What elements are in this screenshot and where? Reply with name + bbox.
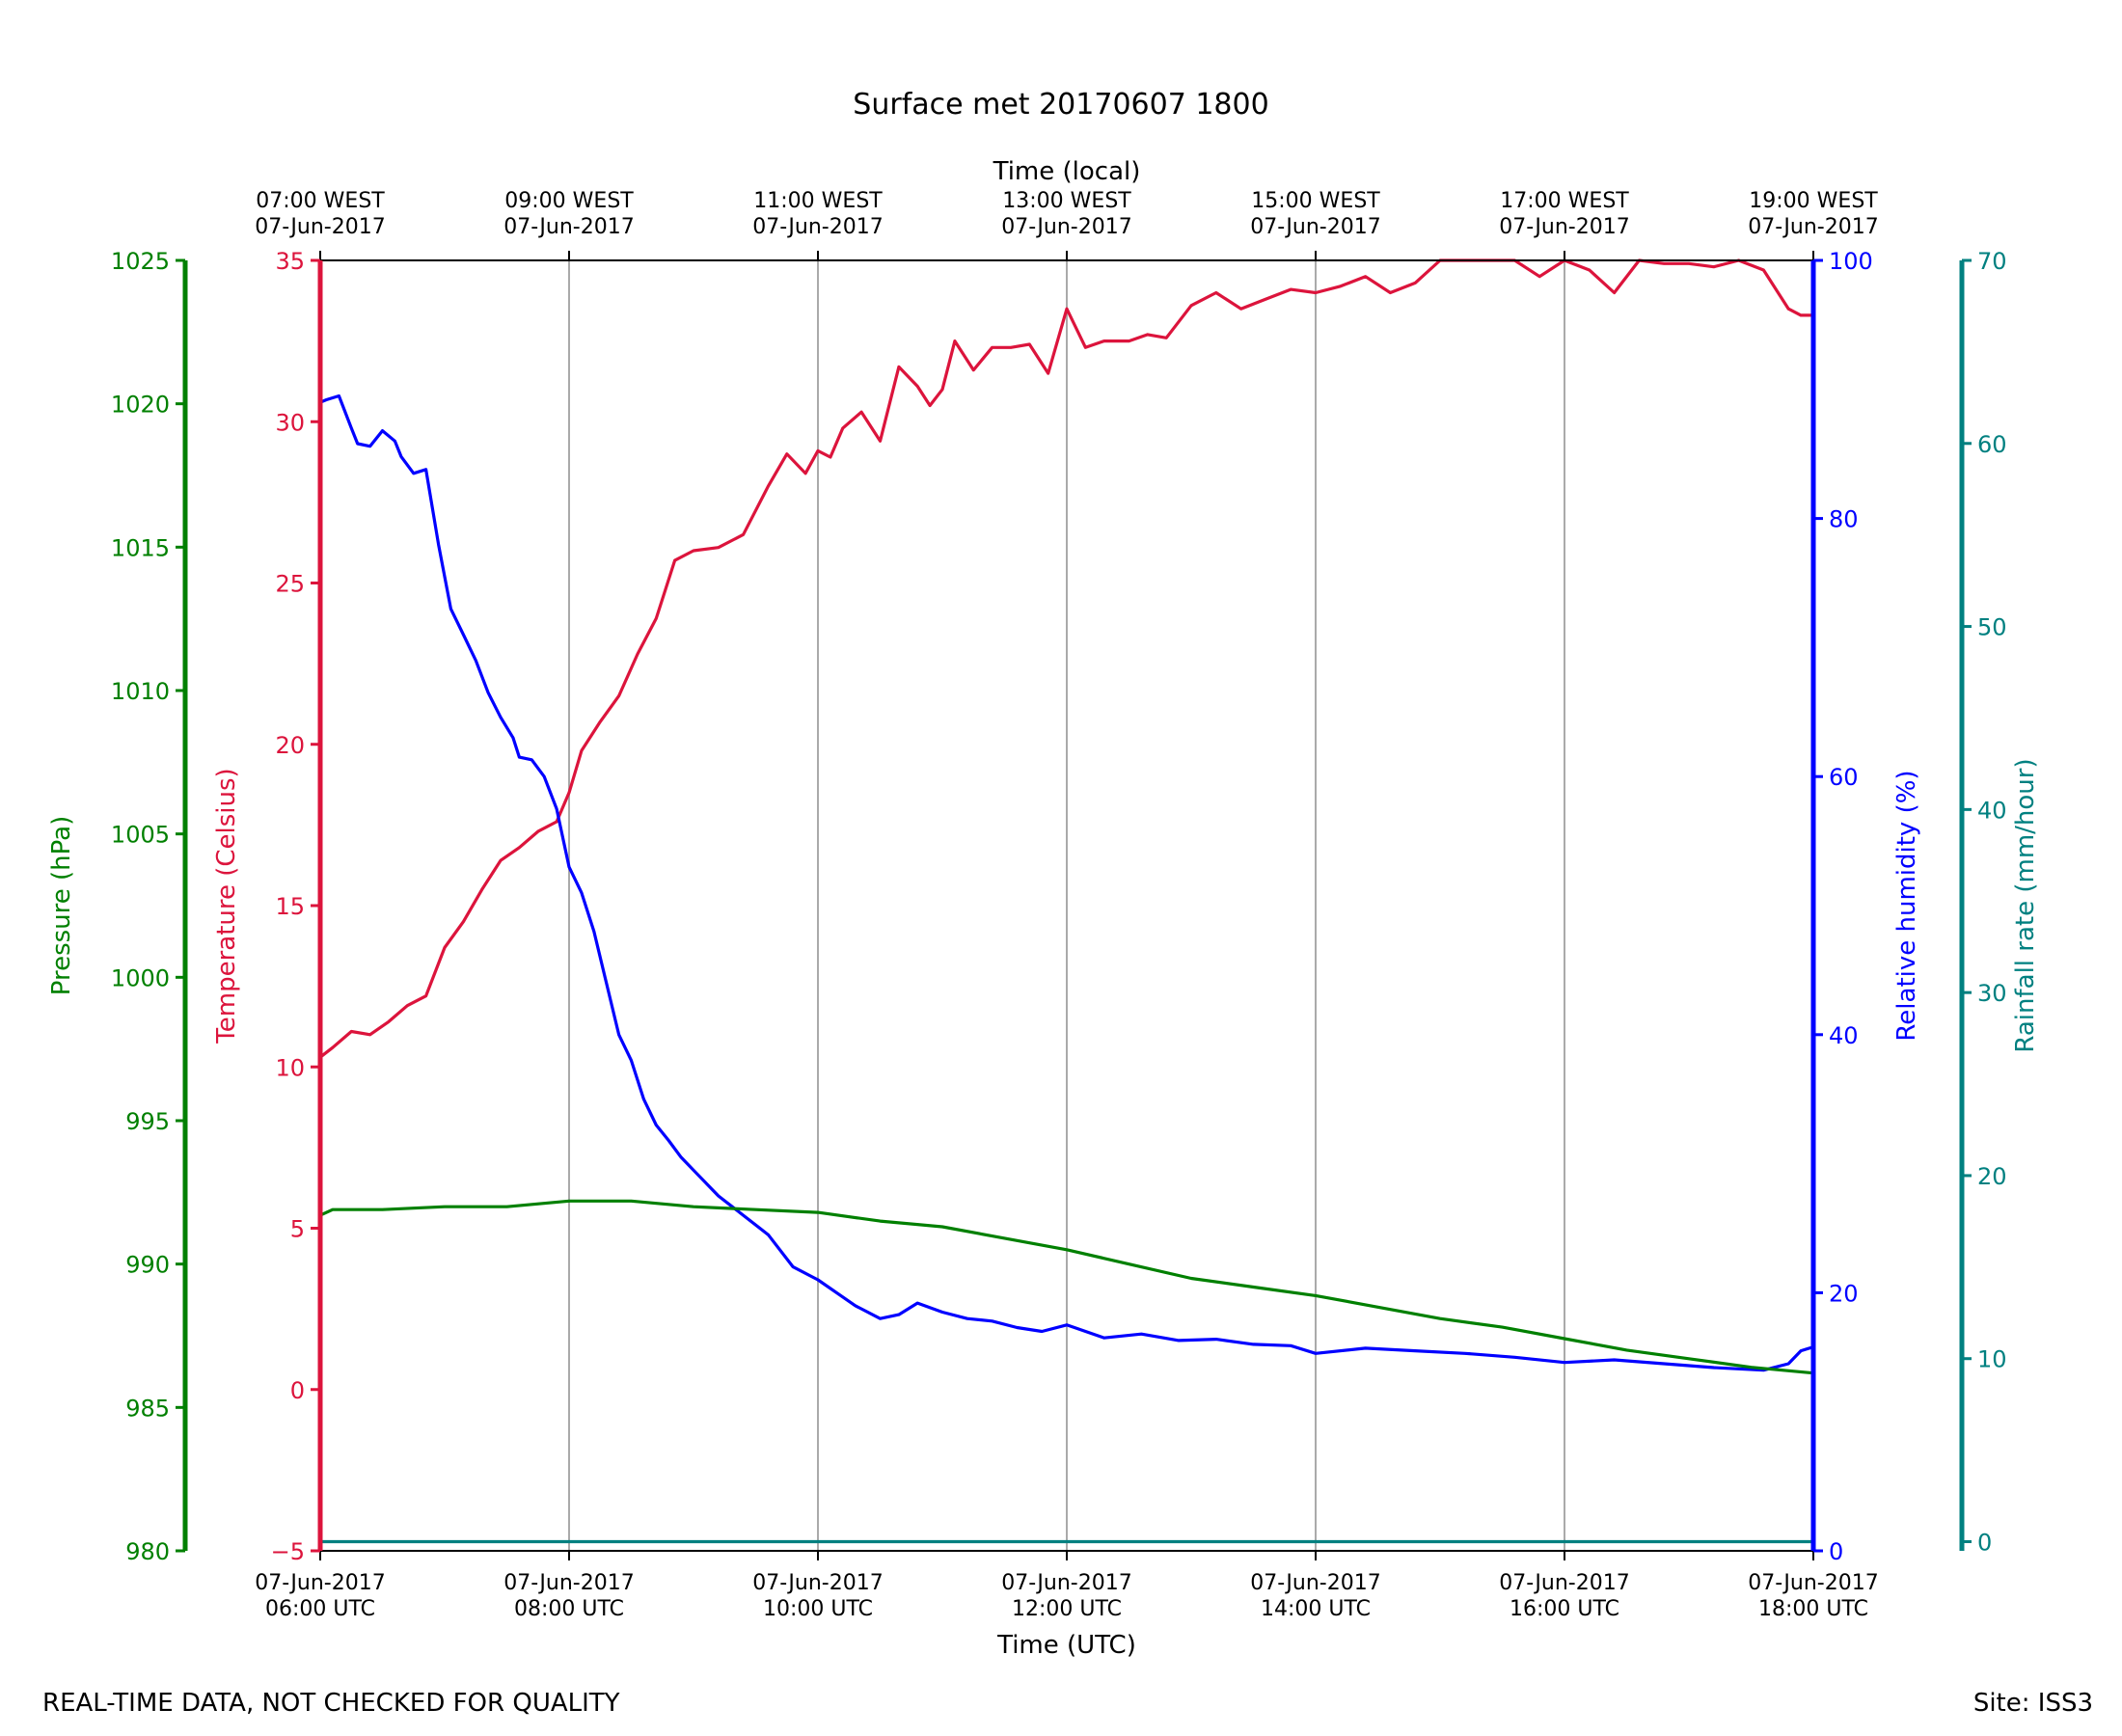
pressure-tick-label: 1015 [111,534,170,561]
pressure-tick-label: 980 [125,1538,170,1565]
x-tick-label: 07-Jun-2017 [1001,1571,1131,1595]
temperature-tick-label: 5 [290,1216,305,1243]
pressure-tick-label: 990 [125,1252,170,1279]
top-tick-label: 07-Jun-2017 [1748,215,1878,239]
top-tick-label: 09:00 WEST [504,189,634,213]
pressure-axis-title: Pressure (hPa) [47,816,76,996]
top-tick-label: 07-Jun-2017 [255,215,385,239]
top-tick-label: 07-Jun-2017 [1499,215,1629,239]
top-tick-label: 11:00 WEST [753,189,883,213]
temperature-tick-label: 0 [290,1377,305,1404]
pressure-tick-label: 1025 [111,248,170,275]
series-line-temperature [319,258,1813,1059]
x-tick-label: 16:00 UTC [1510,1597,1619,1621]
x-tick-label: 14:00 UTC [1261,1597,1371,1621]
temperature-tick-label: −5 [271,1538,305,1565]
series-line-relative-humidity [319,393,1814,1372]
pressure-tick-label: 1010 [111,678,170,705]
x-tick-label: 12:00 UTC [1012,1597,1122,1621]
temperature-tick-label: 35 [275,248,305,275]
rainfall-tick-label: 60 [1977,431,2007,458]
temperature-tick-label: 30 [275,409,305,436]
top-tick-label: 19:00 WEST [1749,189,1878,213]
top-tick-label: 13:00 WEST [1002,189,1131,213]
x-axis-title: Time (UTC) [996,1631,1136,1660]
top-tick-label: 07-Jun-2017 [752,215,883,239]
x-tick-label: 07-Jun-2017 [503,1571,634,1595]
rainfall-axis-title: Rainfall rate (mm/hour) [2011,758,2040,1052]
top-tick-label: 17:00 WEST [1500,189,1629,213]
temperature-tick-label: 20 [275,732,305,759]
series-line-pressure [319,1199,1814,1375]
top-tick-label: 07-Jun-2017 [1250,215,1380,239]
humidity-tick-label: 100 [1829,248,1873,275]
chart-title: Surface met 20170607 1800 [853,88,1268,122]
rainfall-tick-label: 30 [1977,980,2007,1007]
temperature-tick-label: 15 [275,893,305,920]
plot-series [319,258,1814,1544]
rainfall-tick-label: 0 [1977,1530,1992,1557]
x-tick-label: 07-Jun-2017 [1250,1571,1380,1595]
pressure-tick-label: 985 [125,1395,170,1422]
x-tick-label: 07-Jun-2017 [1748,1571,1878,1595]
top-tick-label: 07:00 WEST [256,189,385,213]
top-tick-label: 15:00 WEST [1251,189,1380,213]
pressure-tick-label: 995 [125,1108,170,1135]
top-tick-label: 07-Jun-2017 [503,215,634,239]
x-tick-label: 10:00 UTC [763,1597,873,1621]
x-tick-label: 08:00 UTC [514,1597,624,1621]
data-quality-note: REAL-TIME DATA, NOT CHECKED FOR QUALITY [42,1689,620,1718]
site-label: Site: ISS3 [1973,1689,2093,1718]
rainfall-tick-label: 10 [1977,1346,2007,1373]
humidity-tick-label: 80 [1829,506,1859,533]
x-tick-label: 06:00 UTC [265,1597,375,1621]
humidity-axis-title: Relative humidity (%) [1892,770,1921,1041]
humidity-tick-label: 60 [1829,764,1859,791]
pressure-tick-label: 1005 [111,822,170,849]
rainfall-tick-label: 50 [1977,614,2007,641]
rainfall-tick-label: 70 [1977,248,2007,275]
rainfall-tick-label: 20 [1977,1163,2007,1190]
pressure-tick-label: 1020 [111,392,170,419]
x-tick-label: 07-Jun-2017 [1499,1571,1629,1595]
humidity-tick-label: 40 [1829,1022,1859,1049]
x-tick-label: 07-Jun-2017 [752,1571,883,1595]
rainfall-tick-label: 40 [1977,797,2007,824]
temperature-axis-title: Temperature (Celsius) [212,768,241,1044]
top-axis-title: Time (local) [993,157,1141,186]
temperature-tick-label: 25 [275,571,305,598]
x-tick-label: 18:00 UTC [1758,1597,1868,1621]
humidity-tick-label: 20 [1829,1280,1859,1307]
pressure-tick-label: 1000 [111,964,170,991]
humidity-tick-label: 0 [1829,1538,1843,1565]
x-tick-label: 07-Jun-2017 [255,1571,385,1595]
top-tick-label: 07-Jun-2017 [1001,215,1131,239]
temperature-tick-label: 10 [275,1054,305,1081]
